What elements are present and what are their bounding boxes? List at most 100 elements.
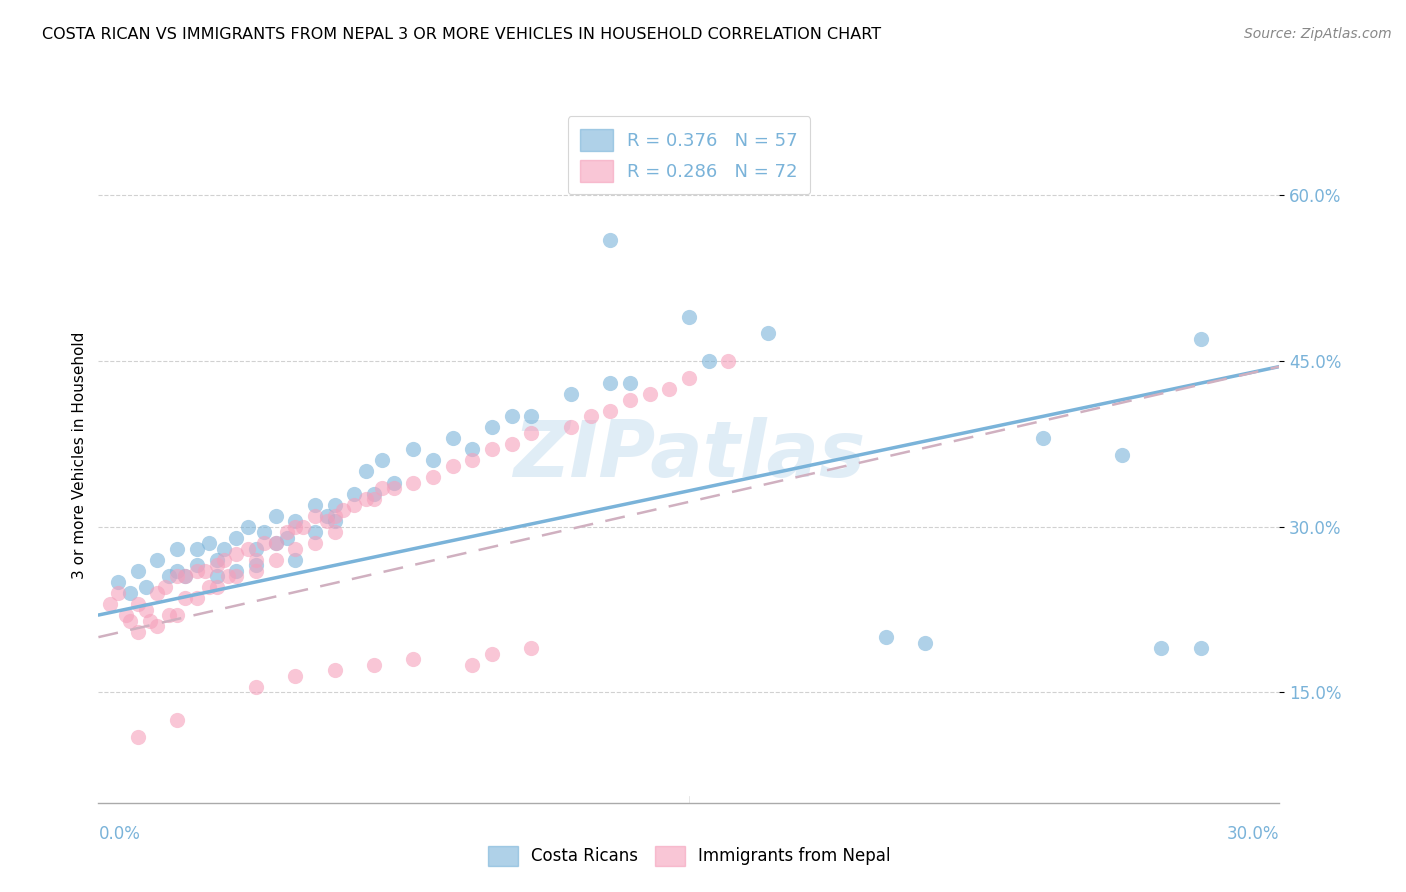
Text: COSTA RICAN VS IMMIGRANTS FROM NEPAL 3 OR MORE VEHICLES IN HOUSEHOLD CORRELATION: COSTA RICAN VS IMMIGRANTS FROM NEPAL 3 O… xyxy=(42,27,882,42)
Point xyxy=(166,608,188,623)
Point xyxy=(481,420,503,434)
Point xyxy=(194,564,217,578)
Legend: Costa Ricans, Immigrants from Nepal: Costa Ricans, Immigrants from Nepal xyxy=(479,838,898,874)
Point xyxy=(678,310,700,324)
Point xyxy=(520,641,543,656)
Point xyxy=(284,519,307,533)
Point xyxy=(264,536,287,550)
Point xyxy=(756,326,779,341)
Point xyxy=(253,536,276,550)
Point xyxy=(461,657,484,672)
Point xyxy=(186,541,208,556)
Text: ZIPatlas: ZIPatlas xyxy=(513,417,865,493)
Point xyxy=(304,508,326,523)
Point xyxy=(717,354,740,368)
Point xyxy=(371,453,394,467)
Point xyxy=(127,597,149,611)
Point xyxy=(560,420,582,434)
Point xyxy=(276,531,298,545)
Point xyxy=(98,597,121,611)
Text: 0.0%: 0.0% xyxy=(98,825,141,843)
Point xyxy=(155,581,177,595)
Point xyxy=(205,581,228,595)
Point xyxy=(197,536,219,550)
Point xyxy=(264,553,287,567)
Point xyxy=(197,581,219,595)
Point xyxy=(245,558,267,573)
Point xyxy=(236,519,259,533)
Point xyxy=(276,525,298,540)
Point xyxy=(332,503,354,517)
Point xyxy=(284,514,307,528)
Point xyxy=(875,630,897,644)
Point xyxy=(236,541,259,556)
Point xyxy=(146,586,169,600)
Point xyxy=(245,541,267,556)
Point xyxy=(135,581,157,595)
Point xyxy=(382,481,405,495)
Point xyxy=(225,547,247,561)
Point xyxy=(402,475,425,490)
Point xyxy=(323,508,346,523)
Point xyxy=(354,465,377,479)
Point xyxy=(205,553,228,567)
Point xyxy=(157,569,180,583)
Point xyxy=(225,569,247,583)
Point xyxy=(1189,641,1212,656)
Point xyxy=(186,558,208,573)
Point xyxy=(304,498,326,512)
Point xyxy=(217,569,239,583)
Point xyxy=(205,569,228,583)
Point xyxy=(127,564,149,578)
Point xyxy=(284,541,307,556)
Point xyxy=(245,564,267,578)
Point xyxy=(1150,641,1173,656)
Point xyxy=(284,669,307,683)
Point xyxy=(135,602,157,616)
Point xyxy=(118,614,141,628)
Point xyxy=(678,370,700,384)
Point xyxy=(245,553,267,567)
Point xyxy=(264,508,287,523)
Point xyxy=(166,564,188,578)
Point xyxy=(245,680,267,694)
Point xyxy=(214,553,236,567)
Point xyxy=(174,569,197,583)
Point xyxy=(422,470,444,484)
Point xyxy=(304,536,326,550)
Point xyxy=(315,514,337,528)
Point xyxy=(146,619,169,633)
Point xyxy=(599,403,621,417)
Point xyxy=(354,492,377,507)
Point xyxy=(205,558,228,573)
Point xyxy=(146,553,169,567)
Point xyxy=(253,525,276,540)
Text: Source: ZipAtlas.com: Source: ZipAtlas.com xyxy=(1244,27,1392,41)
Point xyxy=(441,458,464,473)
Point xyxy=(697,354,720,368)
Point xyxy=(520,425,543,440)
Point xyxy=(323,525,346,540)
Y-axis label: 3 or more Vehicles in Household: 3 or more Vehicles in Household xyxy=(72,331,87,579)
Point xyxy=(292,519,315,533)
Point xyxy=(560,387,582,401)
Point xyxy=(315,508,337,523)
Point xyxy=(225,531,247,545)
Point xyxy=(157,608,180,623)
Point xyxy=(619,376,641,391)
Point xyxy=(1189,332,1212,346)
Point xyxy=(323,498,346,512)
Point xyxy=(481,647,503,661)
Point xyxy=(284,553,307,567)
Point xyxy=(214,541,236,556)
Point xyxy=(166,569,188,583)
Text: 30.0%: 30.0% xyxy=(1227,825,1279,843)
Point xyxy=(520,409,543,424)
Point xyxy=(115,608,138,623)
Point xyxy=(579,409,602,424)
Point xyxy=(599,233,621,247)
Point xyxy=(107,574,129,589)
Point xyxy=(186,591,208,606)
Point xyxy=(481,442,503,457)
Point xyxy=(402,652,425,666)
